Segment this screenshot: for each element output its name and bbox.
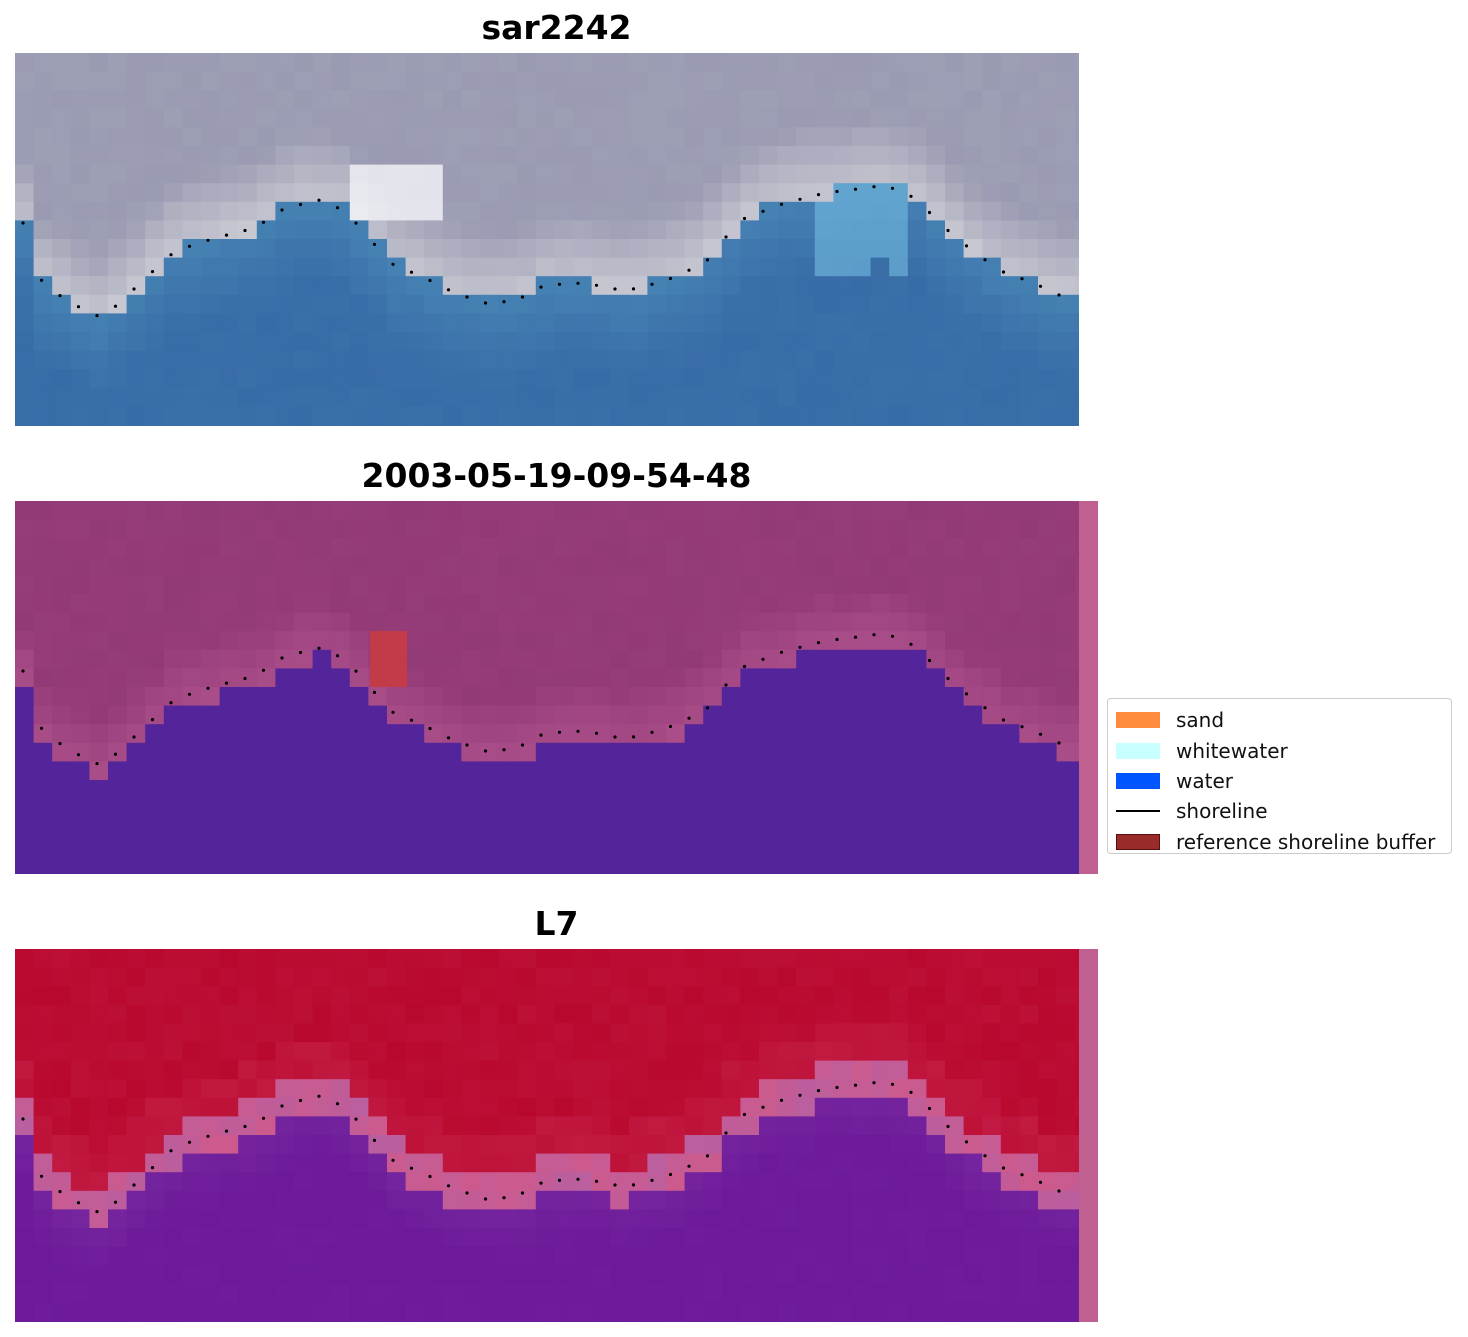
sand-swatch [1116, 712, 1160, 729]
shoreline-dots [21, 633, 1061, 766]
whitewater-swatch [1116, 742, 1160, 759]
shoreline-line-icon [1116, 810, 1160, 813]
right-edge-strip [1079, 949, 1098, 1322]
legend-item-whitewater: whitewater [1116, 735, 1443, 765]
panel-title-index: L7 [534, 904, 579, 943]
legend-item-water: water [1116, 766, 1443, 796]
legend-label: whitewater [1176, 738, 1288, 763]
reference-buffer-swatch [1116, 833, 1160, 850]
reference-buffer-patch [370, 631, 407, 687]
shoreline-dots [21, 185, 1061, 318]
legend-label: water [1176, 768, 1233, 793]
legend-label: reference shoreline buffer [1176, 829, 1436, 854]
classified-image-panel [15, 501, 1098, 874]
panel-title-rgb: sar2242 [481, 8, 632, 47]
legend-label: sand [1176, 708, 1225, 733]
legend-item-reference-buffer: reference shoreline buffer [1116, 827, 1443, 857]
legend: sand whitewater water shoreline referenc… [1107, 698, 1452, 854]
right-edge-strip [1079, 501, 1098, 874]
legend-item-sand: sand [1116, 705, 1443, 735]
legend-label: shoreline [1176, 799, 1268, 824]
legend-item-shoreline: shoreline [1116, 796, 1443, 826]
panel-title-classified: 2003-05-19-09-54-48 [361, 456, 752, 495]
index-image-panel [15, 949, 1098, 1322]
rgb-image-panel [15, 53, 1079, 426]
shoreline-dots [21, 1081, 1061, 1214]
water-swatch [1116, 772, 1160, 789]
